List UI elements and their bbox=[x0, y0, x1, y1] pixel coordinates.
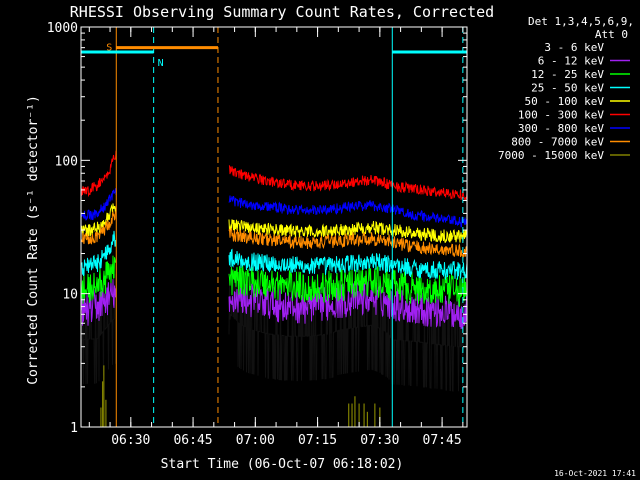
legend-entry-label: 100 - 300 keV bbox=[518, 109, 604, 122]
series-line bbox=[80, 150, 117, 198]
series-line bbox=[228, 248, 468, 280]
series-line bbox=[228, 270, 468, 392]
series-line bbox=[80, 203, 117, 238]
legend-entry-label: 25 - 50 keV bbox=[531, 82, 604, 95]
series-line bbox=[80, 279, 117, 326]
series-line bbox=[228, 227, 468, 259]
footer-timestamp: 16-Oct-2021 17:41 bbox=[554, 469, 636, 478]
plot-area: S N 1 10 100 1000 06:30 06:45 07:00 07:15 07:30 07:… bbox=[47, 21, 468, 448]
legend-entry-label: 12 - 25 keV bbox=[531, 68, 604, 81]
annotation-label-n: N bbox=[158, 58, 164, 69]
x-axis-label: Start Time (06-Oct-07 06:18:02) bbox=[161, 457, 404, 472]
legend-entry-label: 800 - 7000 keV bbox=[511, 136, 604, 149]
series-line bbox=[228, 219, 468, 244]
x-tick-label: 06:45 bbox=[173, 433, 212, 448]
plot-frame bbox=[80, 26, 468, 428]
legend-header-line: Att 0 bbox=[595, 28, 628, 41]
chart-title: RHESSI Observing Summary Count Rates, Co… bbox=[70, 3, 494, 21]
annotation-label-s: S bbox=[106, 43, 112, 54]
x-tick-label: 07:30 bbox=[360, 433, 399, 448]
series-line bbox=[228, 195, 468, 228]
x-tick-label: 06:30 bbox=[111, 433, 150, 448]
series-line bbox=[228, 263, 468, 307]
y-tick-label: 100 bbox=[55, 154, 78, 169]
series-line bbox=[228, 281, 468, 330]
y-tick-label: 1 bbox=[70, 421, 78, 436]
x-tick-label: 07:00 bbox=[236, 433, 275, 448]
series-line bbox=[80, 188, 117, 221]
legend-entry-label: 3 - 6 keV bbox=[544, 41, 604, 54]
y-tick-label: 1000 bbox=[47, 21, 78, 36]
series-line bbox=[228, 165, 468, 201]
series-line bbox=[80, 230, 117, 276]
series-line bbox=[80, 210, 117, 245]
legend-entry-label: 6 - 12 keV bbox=[538, 55, 605, 68]
legend-entry-label: 300 - 800 keV bbox=[518, 122, 604, 135]
legend-header-line: Det 1,3,4,5,6,9, bbox=[528, 15, 634, 28]
y-axis-label: Corrected Count Rate (s⁻¹ detector⁻¹) bbox=[26, 95, 41, 385]
x-tick-label: 07:45 bbox=[423, 433, 462, 448]
legend-entry-label: 7000 - 15000 keV bbox=[498, 149, 604, 162]
legend-entry-label: 50 - 100 keV bbox=[525, 95, 605, 108]
series-line bbox=[80, 255, 117, 304]
y-tick-label: 10 bbox=[62, 288, 78, 303]
x-tick-label: 07:15 bbox=[298, 433, 337, 448]
